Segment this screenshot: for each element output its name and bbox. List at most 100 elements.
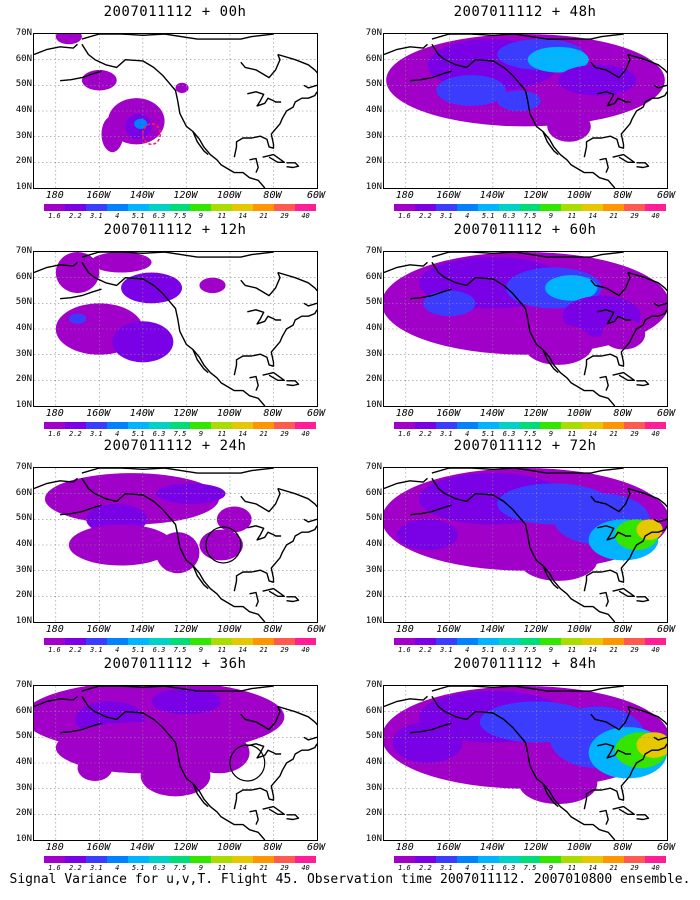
- colorbar-segment: [64, 422, 86, 429]
- colorbar-label: 21: [609, 646, 618, 654]
- map-area: [33, 467, 318, 623]
- coastline: [60, 288, 102, 300]
- lat-tick-label: 30N: [365, 348, 382, 359]
- variance-region: [55, 34, 82, 45]
- colorbar-segment: [169, 856, 191, 863]
- coastline: [60, 504, 102, 516]
- lat-tick-label: 30N: [15, 564, 32, 575]
- coastline: [431, 43, 616, 188]
- colorbar-segment: [414, 638, 436, 645]
- colorbar-segment: [127, 422, 149, 429]
- colorbar-segment: [253, 422, 275, 429]
- colorbar-segment: [211, 638, 233, 645]
- colorbar-label: 5.1: [481, 646, 495, 654]
- colorbar-segment: [190, 856, 212, 863]
- colorbar-label: 11: [217, 646, 227, 654]
- coastline: [247, 91, 282, 107]
- colorbar-segment: [274, 204, 296, 211]
- variance-map: [384, 468, 667, 622]
- colorbar-segment: [295, 422, 316, 429]
- colorbar-segment: [456, 638, 478, 645]
- colorbar-label: 4: [115, 646, 120, 654]
- colorbar-segment: [127, 204, 149, 211]
- panel-title: 2007011112 + 72h: [453, 438, 597, 454]
- colorbar-label: 11: [217, 864, 227, 872]
- colorbar-label: 5.1: [481, 212, 495, 220]
- coastline: [262, 153, 286, 164]
- lon-tick-label: 160W: [436, 842, 461, 853]
- coastline: [431, 468, 624, 474]
- colorbar-segment: [127, 638, 149, 645]
- colorbar-label: 9: [548, 864, 554, 872]
- colorbar-segment: [645, 422, 666, 429]
- colorbar-label: 2.2: [69, 864, 82, 872]
- coastline: [34, 43, 78, 56]
- lat-tick-label: 60N: [365, 271, 382, 282]
- coastline: [192, 783, 209, 808]
- lon-tick-label: 100W: [566, 408, 591, 419]
- panel-title: 2007011112 + 60h: [453, 222, 597, 238]
- variance-map: [34, 34, 317, 188]
- colorbar-segment: [519, 638, 541, 645]
- colorbar: [394, 422, 666, 429]
- colorbar-segment: [295, 856, 316, 863]
- colorbar-label: 3.1: [89, 864, 103, 872]
- colorbar-segment: [127, 856, 149, 863]
- coastline: [233, 525, 317, 592]
- map-panel-p60: 2007011112 + 60h 70N 60N 50N 40N 30N 20N 10N 180…: [350, 220, 700, 442]
- coastline: [627, 271, 667, 307]
- coastline: [431, 261, 616, 406]
- colorbar-label: 40: [651, 864, 660, 872]
- coastline: [247, 743, 282, 759]
- coastline: [81, 261, 266, 406]
- colorbar-segment: [498, 204, 520, 211]
- lon-tick-label: 80W: [263, 624, 282, 635]
- lon-tick-label: 140W: [479, 190, 504, 201]
- colorbar-label: 5.1: [131, 864, 145, 872]
- coastline: [542, 783, 559, 808]
- lat-tick-label: 60N: [15, 487, 32, 498]
- coastline: [249, 809, 259, 825]
- colorbar-segment: [211, 856, 233, 863]
- coastline: [599, 375, 609, 391]
- colorbar-label: 5.1: [481, 864, 495, 872]
- colorbar-label: 7.5: [173, 430, 187, 438]
- colorbar-label: 14: [238, 430, 247, 438]
- panel-title: 2007011112 + 00h: [103, 4, 247, 20]
- lon-tick-label: 80W: [613, 842, 632, 853]
- colorbar-segment: [561, 204, 583, 211]
- colorbar-segment: [498, 422, 520, 429]
- colorbar-label: 14: [238, 864, 247, 872]
- target-circle: [229, 744, 266, 782]
- colorbar-segment: [64, 856, 86, 863]
- coastline: [627, 487, 667, 523]
- colorbar-label: 2.2: [69, 212, 82, 220]
- lat-tick-label: 40N: [365, 323, 382, 333]
- lat-tick-label: 50N: [15, 79, 32, 90]
- lon-tick-label: 100W: [216, 408, 241, 419]
- lat-tick-label: 50N: [365, 731, 382, 742]
- variance-region: [518, 763, 598, 805]
- colorbar-segment: [645, 638, 666, 645]
- lat-tick-label: 60N: [15, 271, 32, 282]
- coastline: [597, 91, 632, 107]
- colorbar-label: 6.3: [502, 646, 516, 654]
- lon-tick-label: 140W: [129, 624, 154, 635]
- coastline: [590, 272, 631, 297]
- variance-map: [34, 468, 317, 622]
- colorbar-segment: [64, 204, 86, 211]
- colorbar-label: 29: [280, 864, 289, 872]
- lat-tick-label: 10N: [365, 400, 382, 410]
- lon-tick-label: 180: [395, 408, 414, 419]
- colorbar-segment: [477, 638, 499, 645]
- coastline: [192, 131, 209, 156]
- lon-tick-label: 180: [45, 624, 64, 635]
- lat-tick-label: 10N: [365, 834, 382, 844]
- colorbar-segment: [519, 856, 541, 863]
- panel-title: 2007011112 + 48h: [453, 4, 597, 20]
- coastline: [286, 380, 300, 387]
- colorbar-label: 21: [609, 212, 618, 220]
- lon-tick-label: 80W: [613, 408, 632, 419]
- colorbar-segment: [394, 856, 415, 863]
- colorbar-segment: [603, 204, 625, 211]
